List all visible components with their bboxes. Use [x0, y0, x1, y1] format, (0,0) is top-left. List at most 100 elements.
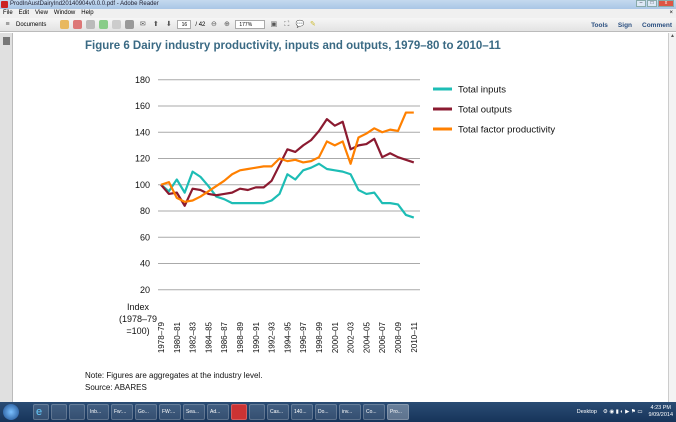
zoom-select[interactable]: 177%	[235, 20, 266, 29]
y-tick-label: 140	[135, 127, 150, 137]
y-tick-label: 60	[140, 232, 150, 242]
tray-icons[interactable]: ⚙ ◉ ▮ ◐ ▶ ⚑ ▭	[602, 409, 643, 415]
sticky-note-icon[interactable]: 💬	[295, 21, 305, 28]
x-tick-label: 1982–83	[189, 321, 198, 353]
media-player-icon[interactable]	[51, 404, 67, 420]
legend-label: Total factor productivity	[458, 125, 555, 136]
ie-icon[interactable]: e	[33, 404, 49, 420]
x-tick-label: 1978–79	[157, 321, 166, 353]
zoom-out-icon[interactable]: ⊖	[210, 21, 217, 28]
menu-view[interactable]: View	[35, 10, 48, 16]
adobe-reader-icon	[1, 1, 8, 8]
system-tray: Desktop ⚙ ◉ ▮ ◐ ▶ ⚑ ▭ 4:23 PM 9/09/2014	[577, 402, 673, 422]
taskbar: e Inb... Fw:... Go... FW:... Sea... Ad..…	[0, 402, 676, 422]
y-axis-label: =100)	[126, 326, 149, 336]
previous-page-icon[interactable]: ⬆	[152, 21, 159, 28]
print-icon[interactable]	[125, 20, 135, 29]
x-tick-label: 1984–85	[204, 321, 213, 353]
page-total: / 42	[195, 21, 206, 28]
taskbar-item[interactable]: Co...	[363, 404, 385, 420]
y-tick-label: 120	[135, 154, 150, 164]
navigation-panel	[0, 33, 13, 402]
clock[interactable]: 4:23 PM 9/09/2014	[649, 405, 673, 419]
documents-button[interactable]: Documents	[16, 21, 47, 28]
menu-icon[interactable]: ≡	[5, 21, 10, 28]
taskbar-item[interactable]: Sea...	[183, 404, 205, 420]
series-line-total-outputs	[160, 118, 415, 207]
app-icon[interactable]	[249, 404, 265, 420]
taskbar-item[interactable]: Fw:...	[111, 404, 133, 420]
y-tick-label: 180	[135, 75, 150, 85]
x-tick-label: 2002–03	[347, 321, 356, 353]
pages-icon[interactable]	[3, 37, 10, 45]
taskbar-item[interactable]: Ad...	[207, 404, 229, 420]
red-app-icon[interactable]	[231, 404, 247, 420]
combine-icon[interactable]	[73, 20, 83, 29]
figure-note: Note: Figures are aggregates at the indu…	[85, 371, 263, 380]
highlight-icon[interactable]: ✎	[309, 21, 316, 28]
x-tick-label: 1994–95	[283, 321, 292, 353]
tools-button[interactable]: Tools	[591, 21, 608, 29]
vertical-scrollbar[interactable]: ▲	[668, 33, 676, 402]
create-pdf-icon[interactable]	[60, 20, 70, 29]
window-title: ProdInAustDairyInd20140904v0.0.0.pdf - A…	[10, 1, 159, 7]
x-tick-label: 1990–91	[252, 321, 261, 353]
y-tick-label: 160	[135, 101, 150, 111]
menu-help[interactable]: Help	[81, 10, 94, 16]
figure-source: Source: ABARES	[85, 383, 147, 392]
zoom-in-icon[interactable]: ⊕	[223, 21, 230, 28]
x-tick-label: 1996–97	[299, 321, 308, 353]
menu-file[interactable]: File	[3, 10, 13, 16]
minimize-button[interactable]: –	[636, 0, 646, 7]
series-line-total-factor-productivity	[160, 111, 414, 203]
y-tick-label: 100	[135, 180, 150, 190]
close-document-icon[interactable]: ×	[669, 10, 673, 16]
page-number-input[interactable]: 16	[177, 20, 192, 29]
edit-icon[interactable]	[86, 20, 96, 29]
menu-window[interactable]: Window	[53, 10, 76, 16]
fullscreen-icon[interactable]: ⛶	[284, 21, 290, 28]
menu-edit[interactable]: Edit	[18, 10, 30, 16]
desktop-toolbar[interactable]: Desktop	[576, 409, 597, 415]
series-line-total-inputs	[160, 162, 415, 219]
comment-button[interactable]: Comment	[642, 21, 672, 29]
taskbar-item[interactable]: inv...	[339, 404, 361, 420]
taskbar-item[interactable]: Inb...	[87, 404, 109, 420]
clock-date: 9/09/2014	[648, 412, 673, 418]
taskbar-item[interactable]: Pro...	[387, 404, 409, 420]
window-titlebar: ProdInAustDairyInd20140904v0.0.0.pdf - A…	[0, 0, 676, 9]
x-tick-label: 2010–11	[410, 321, 419, 352]
taskbar-item[interactable]: Go...	[135, 404, 157, 420]
cloud-upload-icon[interactable]	[99, 20, 109, 29]
toolbar: ≡ Documents ✉ ⬆ ⬇ 16 / 42 ⊖ ⊕ 177% ▣ ⛶ 💬…	[0, 18, 676, 32]
scroll-up-icon[interactable]: ▲	[670, 33, 675, 39]
taskbar-item[interactable]: Do...	[315, 404, 337, 420]
figure-title: Figure 6 Dairy industry productivity, in…	[85, 40, 501, 52]
x-tick-label: 2000–01	[331, 321, 340, 353]
y-axis-label: Index	[127, 302, 150, 312]
y-axis-label: (1978–79	[119, 314, 157, 324]
fit-page-icon[interactable]: ▣	[270, 21, 278, 28]
start-button[interactable]	[3, 404, 19, 420]
clock-time: 4:23 PM	[650, 405, 671, 411]
y-tick-label: 40	[140, 259, 150, 269]
taskbar-item[interactable]: FW:...	[159, 404, 181, 420]
y-tick-label: 20	[140, 285, 150, 295]
email-icon[interactable]: ✉	[139, 21, 146, 28]
legend-label: Total inputs	[458, 85, 506, 96]
legend-label: Total outputs	[458, 105, 512, 116]
menu-bar: File Edit View Window Help ×	[0, 9, 676, 18]
taskbar-item[interactable]: 140...	[291, 404, 313, 420]
taskbar-item[interactable]: Cas...	[267, 404, 289, 420]
x-tick-label: 1992–93	[268, 321, 277, 353]
x-tick-label: 1998–99	[315, 321, 324, 353]
maximize-button[interactable]: □	[647, 0, 657, 7]
save-icon[interactable]	[112, 20, 122, 29]
explorer-icon[interactable]	[69, 404, 85, 420]
x-tick-label: 2008–09	[394, 321, 403, 353]
close-button[interactable]: x	[658, 0, 674, 7]
x-tick-label: 1988–89	[236, 321, 245, 353]
sign-button[interactable]: Sign	[617, 21, 633, 29]
next-page-icon[interactable]: ⬇	[165, 21, 172, 28]
